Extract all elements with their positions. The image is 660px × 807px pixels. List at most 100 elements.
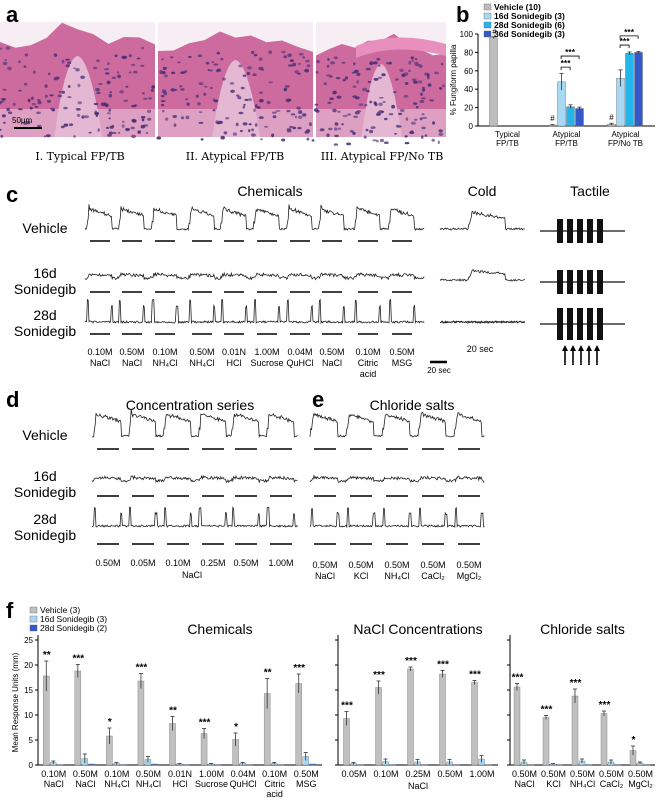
x-category-label: 0.50M NaCl (512, 769, 537, 789)
nucleus (240, 129, 243, 133)
bar (421, 764, 428, 766)
nucleus (174, 89, 178, 91)
nucleus (353, 62, 356, 66)
nucleus (286, 128, 292, 131)
legend-label: Vehicle (3) (40, 605, 80, 615)
nucleus (334, 127, 338, 131)
nucleus (373, 78, 379, 81)
nucleus (121, 124, 125, 128)
x-category-label: 0.50M MSG (294, 769, 319, 789)
nucleus (24, 53, 28, 57)
nucleus (142, 92, 145, 95)
nucleus (377, 76, 383, 80)
nucleus (381, 73, 386, 77)
nucleus (220, 57, 224, 61)
bar (389, 764, 396, 766)
nucleus (302, 56, 306, 59)
nucleus (160, 100, 166, 102)
nucleus (7, 66, 12, 71)
nucleus (377, 64, 381, 67)
nucleus (271, 133, 275, 138)
nucleus (434, 71, 439, 75)
nucleus (49, 94, 54, 97)
nucleus (426, 75, 430, 80)
nucleus (437, 140, 440, 145)
sig-stars: *** (469, 670, 481, 681)
sig-stars: ** (43, 650, 51, 661)
nucleus (378, 102, 383, 107)
nucleus (58, 91, 62, 93)
lamina-propria (158, 109, 313, 137)
legend-swatch (29, 615, 38, 623)
nucleus (272, 115, 277, 119)
bar (137, 680, 145, 766)
nucleus (128, 54, 132, 58)
nucleus (252, 73, 257, 76)
nucleus (169, 56, 174, 59)
panel-a-label: a (6, 2, 19, 27)
nucleus (235, 122, 239, 127)
nucleus (213, 99, 219, 103)
stimulus-label: 0.10M NaCl (87, 347, 112, 368)
nucleus (0, 128, 2, 131)
nucleus (208, 69, 213, 72)
sig-stars: * (632, 735, 636, 746)
nucleus (260, 138, 263, 141)
nucleus (132, 118, 136, 122)
nucleus (407, 69, 411, 72)
panel-b-chart: 0 20 40 60 80 100% Fungiform papilla Typical FP… (449, 2, 655, 148)
nucleus (246, 72, 251, 75)
nucleus (17, 108, 23, 111)
nucleus (75, 108, 81, 111)
nucleus (271, 111, 277, 114)
nucleus (93, 66, 98, 70)
y-tick-label: 5 (29, 736, 34, 745)
nucleus (251, 128, 255, 132)
y-tick-label: 0 (469, 122, 474, 131)
nucleus (107, 62, 110, 66)
bar (74, 670, 82, 766)
nucleus (65, 64, 70, 68)
tactile-arrow-head (562, 345, 568, 351)
nucleus (37, 100, 42, 105)
nucleus (258, 57, 263, 61)
nucleus (130, 126, 135, 130)
nucleus (73, 67, 76, 70)
nucleus (76, 113, 81, 118)
nucleus (172, 114, 177, 119)
nucleus (147, 109, 152, 114)
nucleus (304, 68, 309, 73)
hash-marker: # (492, 28, 497, 37)
nucleus (95, 113, 99, 118)
recording-trace (309, 474, 485, 484)
stimulus-label: 1.00M Sucrose (250, 347, 283, 368)
nucleus (266, 100, 271, 105)
sig-stars: *** (599, 700, 611, 711)
sig-stars: *** (136, 663, 148, 674)
x-category-label: 1.00M Sucrose (195, 769, 228, 789)
bar (566, 106, 575, 127)
nucleus (410, 121, 416, 125)
nucleus (0, 134, 4, 138)
bar (600, 713, 608, 766)
nucleus (96, 91, 101, 95)
nucleus (125, 85, 129, 88)
x-category-label: 0.01N HCl (168, 769, 192, 789)
bar (527, 764, 535, 766)
nucleus (236, 94, 240, 97)
nucleus (380, 110, 385, 113)
nucleus (105, 72, 110, 75)
nucleus (439, 87, 443, 90)
nucleus (198, 82, 204, 85)
nucleus (67, 85, 71, 88)
nucleus (238, 64, 243, 68)
nucleus (302, 113, 307, 117)
chart-title: Chemicals (187, 621, 252, 637)
legend-label: 28d Sonidegib (2) (40, 623, 107, 633)
nucleus (123, 99, 129, 102)
y-tick-label: 100 (460, 30, 474, 39)
nucleus (326, 133, 330, 137)
bar (556, 764, 564, 766)
nucleus (326, 64, 330, 68)
nucleus (106, 126, 109, 129)
